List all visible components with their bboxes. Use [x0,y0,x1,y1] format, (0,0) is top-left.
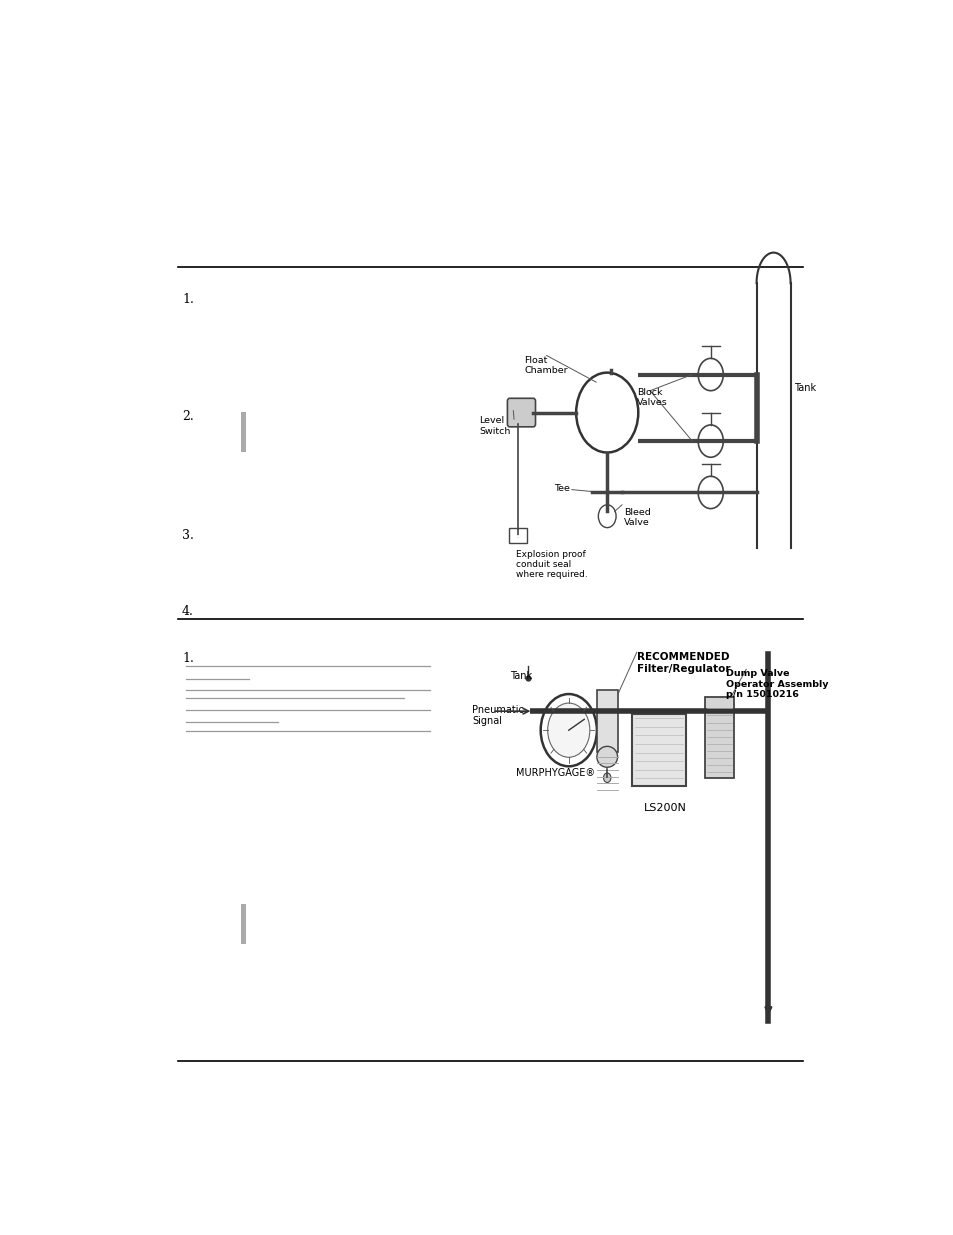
Text: Explosion proof
conduit seal
where required.: Explosion proof conduit seal where requi… [516,550,587,579]
Circle shape [698,425,722,457]
Bar [241,411,246,452]
Text: Tank: Tank [509,671,531,680]
Bar [704,698,734,778]
Text: Tank: Tank [794,383,816,393]
Circle shape [576,373,638,452]
Text: 1.: 1. [182,652,193,666]
Text: 2.: 2. [182,410,193,422]
Bar [632,715,685,785]
FancyBboxPatch shape [507,399,535,427]
Circle shape [540,694,597,766]
Text: Pneumatic
Signal: Pneumatic Signal [472,704,523,726]
Text: 4.: 4. [182,605,193,618]
Bar [597,690,617,752]
Text: 1.: 1. [182,293,193,306]
Text: MURPHYGAGE®: MURPHYGAGE® [515,768,594,778]
Bar [508,527,526,543]
Circle shape [698,477,722,509]
Text: Float
Chamber: Float Chamber [524,356,567,375]
Text: Tee: Tee [554,484,570,493]
Ellipse shape [597,746,617,767]
Circle shape [698,358,722,390]
Text: LS200N: LS200N [643,803,686,813]
Circle shape [603,773,610,783]
Text: RECOMMENDED
Filter/Regulator: RECOMMENDED Filter/Regulator [637,652,730,674]
Text: Block
Valves: Block Valves [637,388,667,408]
Text: Dump Valve
Operator Assembly
p/n 15010216: Dump Valve Operator Assembly p/n 1501021… [724,669,827,699]
Circle shape [598,505,616,527]
Text: Bleed
Valve: Bleed Valve [623,508,650,527]
Bar [241,904,246,944]
Text: Level
Switch: Level Switch [478,416,510,436]
Circle shape [547,703,589,757]
Text: 3.: 3. [182,529,193,542]
